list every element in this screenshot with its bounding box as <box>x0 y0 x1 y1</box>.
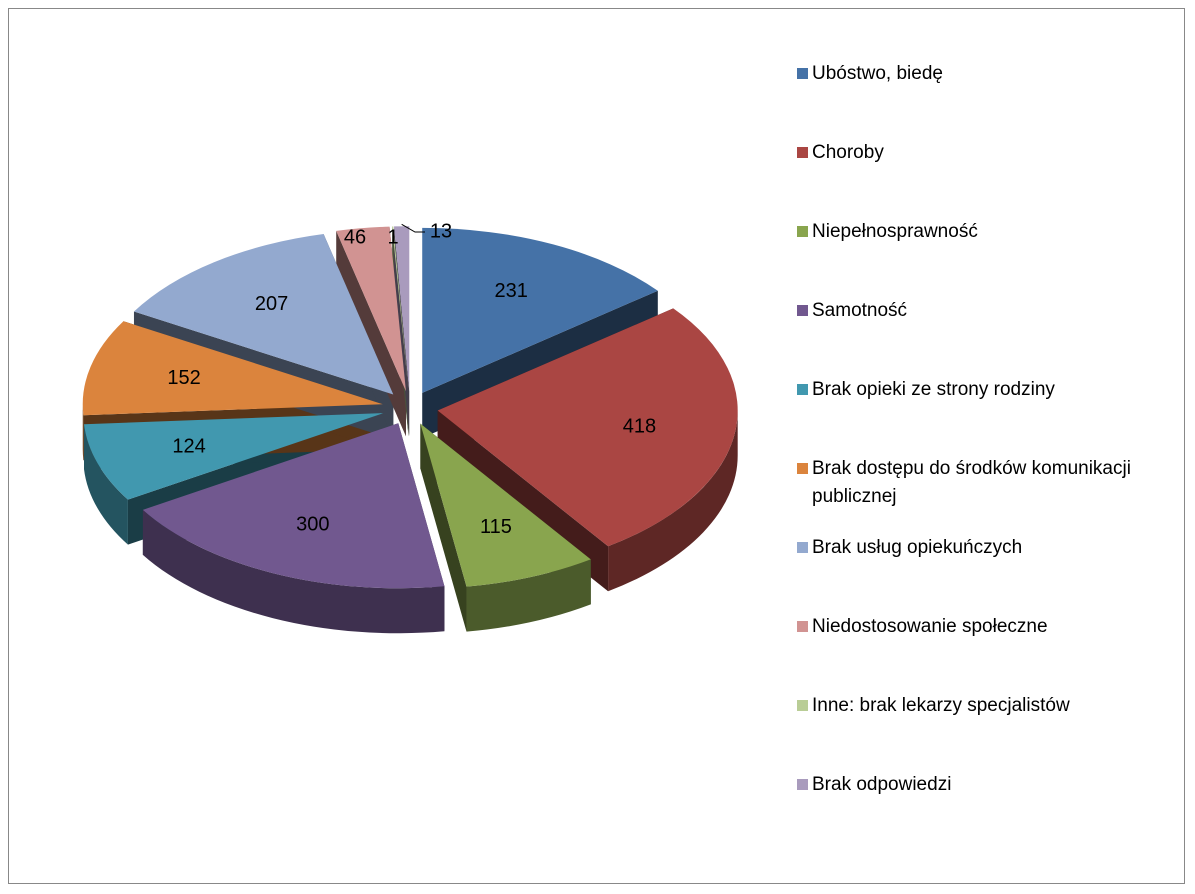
data-label: 207 <box>255 293 288 315</box>
legend-label: Niedostosowanie społeczne <box>812 616 1048 637</box>
legend-item: Brak opieki ze strony rodziny <box>797 376 1157 404</box>
pie-slice <box>422 227 658 393</box>
pie-slice <box>392 226 409 392</box>
pie-slice <box>84 413 384 500</box>
chart-frame <box>8 8 1185 884</box>
legend-label: Brak usług opiekuńczych <box>812 537 1023 558</box>
legend-swatch <box>797 384 808 395</box>
data-label: 300 <box>296 513 329 535</box>
pie-slice <box>336 226 406 392</box>
chart: 231 418 115 300 124 152 207 46 1 13 <box>82 220 738 634</box>
legend-swatch <box>797 68 808 79</box>
slice-side <box>84 424 128 545</box>
slice-side <box>466 559 591 632</box>
legend-label: Brak odpowiedzi <box>812 774 952 795</box>
legend-item: Brak dostępu do środków komunikacji publ… <box>797 455 1157 511</box>
slice-side <box>608 410 738 592</box>
legend-label: Samotność <box>812 300 908 321</box>
legend-item: Brak usług opiekuńczych <box>797 534 1157 562</box>
pie-slice <box>133 234 394 395</box>
legend-item: Ubóstwo, biedę <box>797 60 1157 88</box>
legend-swatch <box>797 779 808 790</box>
outer-sides <box>82 404 738 634</box>
legend-item: Niepełnosprawność <box>797 218 1157 246</box>
legend-label: Niepełnosprawność <box>812 221 978 242</box>
pie-slice <box>437 308 738 547</box>
legend-label: Inne: brak lekarzy specjalistów <box>812 695 1070 716</box>
slice-side <box>142 509 445 634</box>
legend-item: Niedostosowanie społeczne <box>797 613 1157 641</box>
legend-swatch <box>797 621 808 632</box>
data-label: 1 <box>387 226 398 248</box>
legend-swatch <box>797 542 808 553</box>
legend-label: Ubóstwo, biedę <box>812 63 943 84</box>
slice-side <box>82 404 84 461</box>
legend-swatch <box>797 463 808 474</box>
data-label: 46 <box>344 226 366 248</box>
legend-label: Brak opieki ze strony rodziny <box>812 379 1055 400</box>
data-label: 115 <box>480 516 512 538</box>
data-label: 124 <box>172 436 205 458</box>
legend-swatch <box>797 226 808 237</box>
legend-label: Brak dostępu do środków komunikacji publ… <box>812 458 1131 507</box>
legend-item: Inne: brak lekarzy specjalistów <box>797 692 1157 720</box>
pie-slice <box>394 226 410 392</box>
legend-swatch <box>797 147 808 158</box>
slice-tops <box>82 226 738 589</box>
legend-label: Choroby <box>812 142 884 163</box>
legend-swatch <box>797 700 808 711</box>
legend-item: Samotność <box>797 297 1157 325</box>
legend-item: Brak odpowiedzi <box>797 771 1157 799</box>
data-label: 13 <box>430 220 452 242</box>
pie-slice <box>420 423 591 587</box>
leader-line <box>401 223 425 233</box>
pie-slice <box>82 321 383 416</box>
data-label: 231 <box>495 280 528 302</box>
legend-swatch <box>797 305 808 316</box>
pie-slice <box>142 423 445 589</box>
slice-side <box>420 423 467 632</box>
legend-item: Choroby <box>797 139 1157 167</box>
data-label: 152 <box>167 367 200 389</box>
data-label: 418 <box>623 416 656 438</box>
